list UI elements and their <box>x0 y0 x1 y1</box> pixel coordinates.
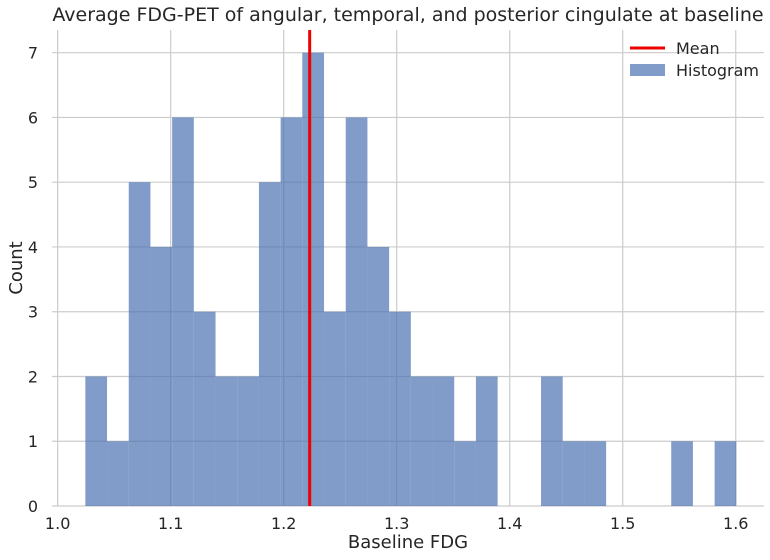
legend-mean-label: Mean <box>676 39 720 58</box>
y-tick-labels: 0 1 2 3 4 5 6 7 <box>28 44 38 516</box>
x-tick-label: 1.4 <box>497 514 522 533</box>
x-axis-label: Baseline FDG <box>348 532 468 553</box>
y-tick-label: 3 <box>28 303 38 322</box>
x-tick-labels: 1.0 1.1 1.2 1.3 1.4 1.5 1.6 <box>45 514 749 533</box>
histogram-bar <box>85 376 108 506</box>
histogram-bar <box>454 441 476 506</box>
y-tick-label: 6 <box>28 108 38 127</box>
histogram-bar <box>150 246 173 506</box>
x-tick-label: 1.3 <box>384 514 409 533</box>
y-tick-label: 4 <box>28 238 38 257</box>
histogram-bar <box>367 246 390 506</box>
histogram-bar <box>562 441 585 506</box>
x-tick-label: 1.6 <box>723 514 748 533</box>
histogram-bar <box>410 376 433 506</box>
histogram-bar <box>172 117 194 506</box>
x-tick-label: 1.1 <box>158 514 183 533</box>
y-tick-label: 1 <box>28 432 38 451</box>
histogram-bar <box>584 441 607 506</box>
histogram-bar <box>389 311 411 506</box>
histogram-bar <box>280 117 303 506</box>
x-tick-label: 1.2 <box>271 514 296 533</box>
histogram-bar <box>302 52 325 507</box>
histogram-bar <box>215 376 238 506</box>
y-axis-label: Count <box>6 241 27 294</box>
y-tick-label: 0 <box>28 497 38 516</box>
y-tick-label: 5 <box>28 173 38 192</box>
histogram-bar <box>107 441 129 506</box>
histogram-bar <box>345 117 368 506</box>
histogram-bar <box>671 441 693 506</box>
histogram-bars <box>85 52 737 507</box>
histogram-bar <box>237 376 259 506</box>
histogram-bar <box>128 182 151 506</box>
histogram-bar <box>193 311 216 506</box>
histogram-bar <box>475 376 498 506</box>
legend-histogram-label: Histogram <box>676 61 759 80</box>
histogram-bar <box>324 311 346 506</box>
x-tick-label: 1.5 <box>610 514 635 533</box>
histogram-bar <box>714 441 737 506</box>
histogram-bar <box>432 376 455 506</box>
legend: Mean Histogram <box>630 39 759 80</box>
histogram-bar <box>258 182 281 506</box>
x-tick-label: 1.0 <box>45 514 70 533</box>
histogram-bar <box>541 376 563 506</box>
legend-histogram-swatch <box>630 64 665 76</box>
y-tick-label: 2 <box>28 367 38 386</box>
y-tick-label: 7 <box>28 44 38 63</box>
chart-title: Average FDG-PET of angular, temporal, an… <box>52 4 763 26</box>
